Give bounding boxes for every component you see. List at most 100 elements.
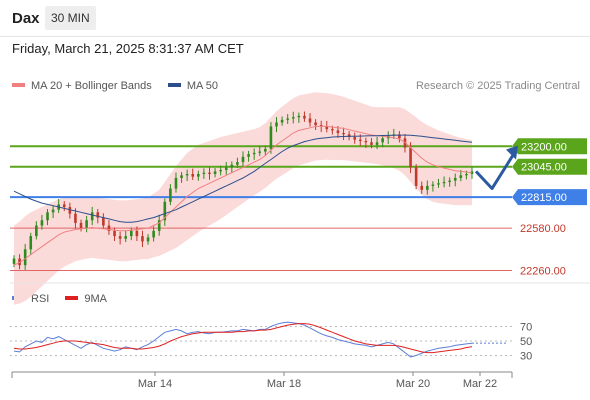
candle-body [364,140,368,143]
credit-text: Research © 2025 Trading Central [415,80,580,92]
candle-body [308,118,312,123]
candle-body [453,177,457,181]
candle-body [398,134,401,139]
candle-body [12,258,16,264]
x-tick-label-3: Mar 22 [463,378,497,390]
price-legend: MA 20 + Bollinger Bands MA 50 [12,80,231,92]
candle-body [431,184,435,186]
candle-body [465,174,468,176]
candle-body [174,177,178,189]
candle-body [157,220,161,231]
candle-body [370,142,373,145]
level-label-1: 23045.00 [521,162,567,174]
candle-body [90,212,94,221]
candle-body [163,201,167,221]
level-tag-2 [512,189,587,206]
candle-body [29,236,33,250]
candle-body [426,185,429,190]
candle-body [280,119,284,123]
legend-label-rsi: RSI [31,293,50,305]
candle-body [213,171,217,174]
candle-body [79,222,83,229]
level-label-2: 22815.00 [521,192,567,204]
candle-body [448,180,451,182]
candle-body [252,152,256,155]
candle-body [375,142,379,145]
candle-body [241,156,245,163]
candle-body [35,225,38,237]
candle-body [286,118,289,120]
candle-body [269,126,273,149]
x-tick-label-2: Mar 20 [396,378,430,390]
candle-body [146,237,150,242]
candle-body [230,164,234,168]
candle-body [18,258,21,266]
candle-body [46,212,49,221]
candle-body [180,175,183,178]
candle-body [437,183,440,185]
legend-swatch-ma20 [12,83,25,88]
candle-body [169,188,172,202]
x-tick-label-0: Mar 14 [138,378,172,390]
candle-body [102,217,105,226]
candle-body [325,126,329,130]
candle-body [224,167,228,171]
candle-body [141,236,144,242]
candle-body [314,122,317,126]
projection-arrow-head [506,145,518,160]
candle-body [331,129,334,131]
candle-body [319,125,323,127]
candle-body [258,151,262,153]
projection-arrow [474,152,516,191]
candle-body [297,115,301,118]
candle-body [40,220,44,226]
ma50-line [13,134,473,223]
legend-ma20: MA 20 + Bollinger Bands [12,80,152,92]
bollinger-band [14,92,472,305]
rsi-tick-1: 50 [520,336,532,348]
candle-body [420,185,424,190]
rsi-tick-2: 30 [520,351,532,363]
candle-body [342,133,345,135]
legend-label-9ma: 9MA [84,293,108,305]
symbol-name: Dax [12,10,40,27]
candle-body [442,181,446,184]
legend-swatch-ma50 [167,83,181,88]
candle-body [113,230,116,237]
candle-body [135,230,139,237]
candle-body [247,154,250,157]
ma20-line [13,125,473,266]
candle-body [381,138,384,143]
candle-body [409,147,412,168]
level-label-4: 22260.00 [520,265,566,277]
candle-body [191,174,195,177]
candle-body [291,117,295,119]
candle-body [124,236,128,239]
legend-ma50: MA 50 [167,80,219,92]
candle-body [74,213,77,223]
candle-body [185,174,189,176]
candle-body [85,220,88,229]
candle-body [264,148,267,152]
timeframe-badge[interactable]: 30 MIN [45,6,96,30]
candle-body [208,172,211,174]
legend-label-ma50: MA 50 [186,80,219,92]
rsi-line [13,321,473,358]
candle-body [459,175,463,178]
candle-body [275,122,278,127]
timestamp: Friday, March 21, 2025 8:31:37 AM CET [12,41,244,56]
level-label-3: 22580.00 [520,223,566,235]
candle-body [129,230,133,237]
legend-9ma: 9MA [65,293,107,305]
candle-body [336,130,340,134]
rsi-ma-line [13,323,473,354]
candle-body [347,134,351,137]
indicator-legend: RSI 9MA [12,293,120,305]
candle-body [197,174,200,177]
candle-body [219,170,222,172]
level-tag-1 [512,158,587,175]
candle-body [62,204,66,208]
candle-body [23,249,27,266]
candle-body [236,162,239,165]
